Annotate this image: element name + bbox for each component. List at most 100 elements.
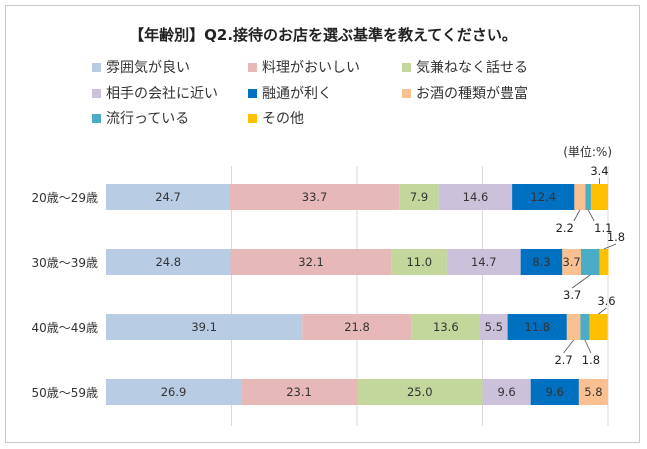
legend-swatch xyxy=(248,63,257,72)
bar-segment xyxy=(411,314,480,340)
data-label: 14.7 xyxy=(471,255,497,269)
leader-line xyxy=(563,339,574,354)
bar-segment xyxy=(106,249,231,275)
bar-segment xyxy=(399,184,439,210)
data-label: 12.4 xyxy=(530,190,556,204)
data-label: 24.7 xyxy=(155,190,181,204)
legend-label: 気兼ねなく話せる xyxy=(416,59,528,76)
legend-label: お酒の種類が豊富 xyxy=(416,85,528,102)
bar-segment xyxy=(580,314,590,340)
data-label: 11.0 xyxy=(406,255,432,269)
bar-segment xyxy=(589,314,608,340)
bar-segment xyxy=(562,249,581,275)
legend-label: その他 xyxy=(262,111,304,127)
legend-item: 融通が利く xyxy=(248,86,332,102)
bar-segment xyxy=(357,379,483,405)
data-label: 1.8 xyxy=(607,230,625,244)
bar-segment xyxy=(479,314,508,340)
legend-label: 融通が利く xyxy=(262,86,332,102)
data-label: 9.6 xyxy=(497,385,515,399)
bar-segment xyxy=(580,249,600,275)
data-label: 3.4 xyxy=(590,164,608,178)
bar-segment xyxy=(106,379,242,405)
data-label: 3.6 xyxy=(597,294,615,308)
bar-segment xyxy=(482,379,531,405)
legend-item: お酒の種類が豊富 xyxy=(402,85,528,102)
leader-line xyxy=(571,274,591,289)
data-label: 32.1 xyxy=(298,255,324,269)
legend-item: 料理がおいしい xyxy=(248,60,360,76)
legend-item: その他 xyxy=(248,111,304,127)
legend-swatch xyxy=(248,114,257,123)
legend-swatch xyxy=(248,89,257,98)
chart-title: 【年齢別】Q2.接待のお店を選ぶ基準を教えてください。 xyxy=(129,26,517,44)
data-label: 7.9 xyxy=(410,190,428,204)
bar-segment xyxy=(590,184,608,210)
leader-line xyxy=(603,243,617,250)
data-label: 5.5 xyxy=(485,320,503,334)
legend-item: 気兼ねなく話せる xyxy=(402,59,528,76)
unit-note: (単位:%) xyxy=(563,144,612,159)
legend-swatch xyxy=(92,89,101,98)
legend-item: 雰囲気が良い xyxy=(92,60,190,76)
bar-segment xyxy=(512,184,575,210)
legend-swatch xyxy=(402,89,411,98)
legend-label: 流行っている xyxy=(106,111,189,127)
stacked-bar-chart: 【年齢別】Q2.接待のお店を選ぶ基準を教えてください。 (単位:%) 雰囲気が良… xyxy=(31,26,625,426)
legend-item: 相手の会社に近い xyxy=(92,86,218,102)
bar-rows: 20歳〜29歳 24.7 33.7 7.9 14.6 12.4 2.2 1.1 3.4 30歳〜3… xyxy=(31,164,625,405)
bar-row: 30歳〜39歳 24.8 32.1 11.0 14.7 8.3 3.7 3.7 1.8 xyxy=(31,230,625,302)
bar-row: 50歳〜59歳 26.9 23.1 25.0 9.6 9.6 5.8 xyxy=(31,379,608,405)
legend-label: 相手の会社に近い xyxy=(106,86,218,102)
legend-label: 料理がおいしい xyxy=(262,60,360,76)
legend-swatch xyxy=(402,63,411,72)
data-label: 39.1 xyxy=(191,320,217,334)
bar-segment xyxy=(302,314,412,340)
legend-label: 雰囲気が良い xyxy=(106,60,190,76)
bar-segment xyxy=(438,184,513,210)
legend-swatch xyxy=(92,63,101,72)
data-label: 3.7 xyxy=(562,255,580,269)
data-label: 13.6 xyxy=(433,320,459,334)
bar-segment xyxy=(520,249,563,275)
bar-segment xyxy=(574,184,586,210)
category-label: 30歳〜39歳 xyxy=(31,256,98,270)
data-label: 25.0 xyxy=(407,385,433,399)
legend-item: 流行っている xyxy=(92,111,189,127)
bar-segment xyxy=(507,314,567,340)
data-label: 2.2 xyxy=(556,221,574,235)
bar-row: 20歳〜29歳 24.7 33.7 7.9 14.6 12.4 2.2 1.1 3.4 xyxy=(31,164,612,235)
legend-swatch xyxy=(92,114,101,123)
chart-frame: 【年齢別】Q2.接待のお店を選ぶ基準を教えてください。 (単位:%) 雰囲気が良… xyxy=(5,5,640,443)
bar-segment xyxy=(241,379,357,405)
data-label: 21.8 xyxy=(344,320,370,334)
bar-segment xyxy=(391,249,447,275)
data-label: 26.9 xyxy=(161,385,187,399)
leader-line xyxy=(573,209,581,222)
category-label: 50歳〜59歳 xyxy=(31,386,98,400)
bar-segment xyxy=(530,379,579,405)
bar-segment xyxy=(446,249,521,275)
leader-line xyxy=(598,307,607,315)
bar-segment xyxy=(229,184,400,210)
category-label: 20歳〜29歳 xyxy=(31,191,98,205)
bar-row: 40歳〜49歳 39.1 21.8 13.6 5.5 11.8 2.7 1.8 3.6 xyxy=(31,294,615,367)
data-label: 5.8 xyxy=(584,385,602,399)
bar-segment xyxy=(585,184,591,210)
data-label: 1.1 xyxy=(594,221,612,235)
bar-segment xyxy=(106,314,303,340)
bar-segment xyxy=(599,249,609,275)
bar-segment xyxy=(106,184,230,210)
data-label: 33.7 xyxy=(302,190,328,204)
bar-segment xyxy=(578,379,608,405)
bar-segment xyxy=(230,249,392,275)
leader-line xyxy=(584,339,592,354)
data-label: 3.7 xyxy=(563,288,581,302)
category-label: 40歳〜49歳 xyxy=(31,321,98,335)
data-label: 8.3 xyxy=(532,255,550,269)
data-label: 1.8 xyxy=(582,353,600,367)
data-label: 14.6 xyxy=(463,190,489,204)
data-label: 23.1 xyxy=(286,385,312,399)
data-label: 11.8 xyxy=(524,320,550,334)
